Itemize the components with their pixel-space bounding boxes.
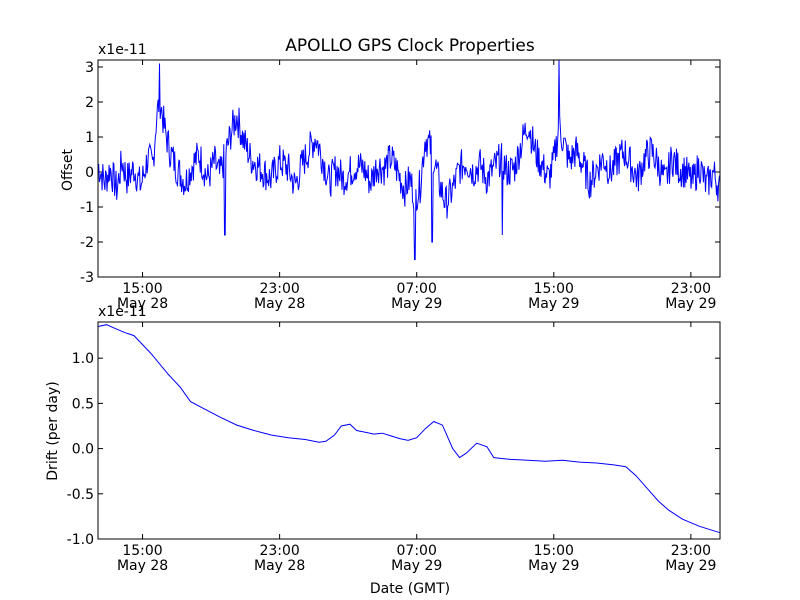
offset-xtick-time-label: 15:00 <box>122 281 162 297</box>
drift-ytick-label: -0.5 <box>67 487 94 503</box>
x-axis-label: Date (GMT) <box>370 581 450 597</box>
offset-xtick-time-label: 23:00 <box>671 281 711 297</box>
offset-series-line <box>97 59 721 260</box>
offset-axes-frame <box>97 59 721 278</box>
drift-panel: x1e-11 Drift (per day) 1.0 0.5 0.0 -0.5 -1.0… <box>45 304 721 574</box>
drift-xtick-time-label: 23:00 <box>671 543 711 559</box>
drift-xtick-date-label: May 29 <box>391 558 442 574</box>
drift-scale-label: x1e-11 <box>98 304 147 320</box>
drift-xtick-time-label: 15:00 <box>534 543 574 559</box>
offset-scale-label: x1e-11 <box>98 42 147 58</box>
offset-ytick-label: 3 <box>85 60 94 76</box>
offset-series-layer <box>97 59 721 260</box>
drift-xtick-date-label: May 29 <box>665 558 716 574</box>
drift-ytick-label: -1.0 <box>67 532 94 548</box>
offset-xtick-date-label: May 29 <box>528 296 579 312</box>
drift-xtick-date-label: May 28 <box>254 558 305 574</box>
drift-ytick-label: 0.5 <box>72 396 94 412</box>
chart-title: APOLLO GPS Clock Properties <box>285 36 535 56</box>
drift-xtick-time-label: 15:00 <box>122 543 162 559</box>
offset-ytick-label: -1 <box>80 200 94 216</box>
offset-ytick-label: 0 <box>85 165 94 181</box>
drift-xtick-time-label: 23:00 <box>259 543 299 559</box>
offset-y-axis-label: Offset <box>60 148 76 191</box>
offset-xtick-time-label: 07:00 <box>397 281 437 297</box>
drift-xtick-date-label: May 29 <box>528 558 579 574</box>
offset-xtick-time-label: 15:00 <box>534 281 574 297</box>
drift-ytick-label: 1.0 <box>72 351 94 367</box>
offset-xtick-date-label: May 29 <box>665 296 716 312</box>
drift-series-layer <box>97 324 721 534</box>
drift-series-line <box>97 324 721 534</box>
offset-ytick-label: 2 <box>85 95 94 111</box>
offset-xtick-time-label: 23:00 <box>259 281 299 297</box>
drift-y-axis-label: Drift (per day) <box>45 381 61 480</box>
offset-ytick-label: -2 <box>80 235 94 251</box>
offset-ytick-label: -3 <box>80 270 94 286</box>
drift-axes-frame <box>97 321 721 540</box>
offset-xtick-date-label: May 28 <box>117 296 168 312</box>
drift-xtick-date-label: May 28 <box>117 558 168 574</box>
offset-ytick-label: 1 <box>85 130 94 146</box>
drift-xtick-time-label: 07:00 <box>397 543 437 559</box>
offset-xtick-date-label: May 28 <box>254 296 305 312</box>
drift-ytick-label: 0.0 <box>72 442 94 458</box>
offset-xtick-date-label: May 29 <box>391 296 442 312</box>
